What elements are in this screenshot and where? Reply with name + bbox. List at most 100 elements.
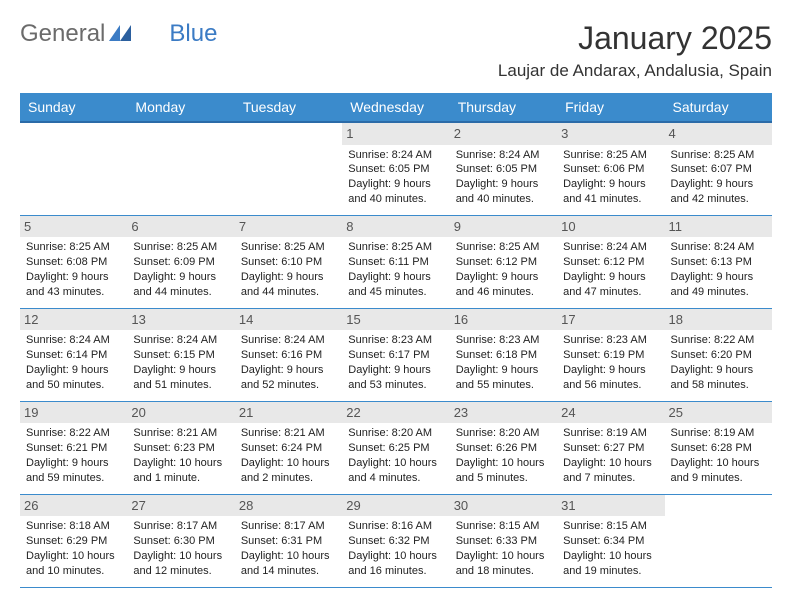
day-dl1: Daylight: 9 hours bbox=[563, 270, 658, 285]
calendar-week-row: 26Sunrise: 8:18 AMSunset: 6:29 PMDayligh… bbox=[20, 494, 772, 587]
day-sunrise: Sunrise: 8:25 AM bbox=[241, 240, 336, 255]
logo-icon bbox=[109, 20, 131, 48]
day-dl2: and 10 minutes. bbox=[26, 564, 121, 579]
day-dl1: Daylight: 9 hours bbox=[348, 363, 443, 378]
day-sunset: Sunset: 6:19 PM bbox=[563, 348, 658, 363]
day-number: 13 bbox=[127, 309, 234, 331]
day-sunset: Sunset: 6:15 PM bbox=[133, 348, 228, 363]
calendar-week-row: 19Sunrise: 8:22 AMSunset: 6:21 PMDayligh… bbox=[20, 401, 772, 494]
calendar-day-cell: 16Sunrise: 8:23 AMSunset: 6:18 PMDayligh… bbox=[450, 308, 557, 401]
day-sunset: Sunset: 6:08 PM bbox=[26, 255, 121, 270]
day-number: 2 bbox=[450, 123, 557, 145]
day-number: 8 bbox=[342, 216, 449, 238]
day-sunset: Sunset: 6:29 PM bbox=[26, 534, 121, 549]
day-sunrise: Sunrise: 8:24 AM bbox=[26, 333, 121, 348]
calendar-day-cell: 3Sunrise: 8:25 AMSunset: 6:06 PMDaylight… bbox=[557, 122, 664, 215]
day-sunset: Sunset: 6:20 PM bbox=[671, 348, 766, 363]
day-dl1: Daylight: 10 hours bbox=[456, 549, 551, 564]
calendar-day-cell: 14Sunrise: 8:24 AMSunset: 6:16 PMDayligh… bbox=[235, 308, 342, 401]
day-sunrise: Sunrise: 8:25 AM bbox=[348, 240, 443, 255]
calendar-day-cell: 17Sunrise: 8:23 AMSunset: 6:19 PMDayligh… bbox=[557, 308, 664, 401]
day-dl1: Daylight: 9 hours bbox=[671, 270, 766, 285]
weekday-header: Monday bbox=[127, 93, 234, 122]
day-sunset: Sunset: 6:05 PM bbox=[348, 162, 443, 177]
day-dl1: Daylight: 9 hours bbox=[348, 177, 443, 192]
day-sunrise: Sunrise: 8:16 AM bbox=[348, 519, 443, 534]
day-number: 12 bbox=[20, 309, 127, 331]
day-sunrise: Sunrise: 8:24 AM bbox=[133, 333, 228, 348]
day-sunrise: Sunrise: 8:22 AM bbox=[26, 426, 121, 441]
day-dl2: and 2 minutes. bbox=[241, 471, 336, 486]
day-sunset: Sunset: 6:07 PM bbox=[671, 162, 766, 177]
day-dl1: Daylight: 9 hours bbox=[133, 363, 228, 378]
day-number: 16 bbox=[450, 309, 557, 331]
calendar-day-cell: 25Sunrise: 8:19 AMSunset: 6:28 PMDayligh… bbox=[665, 401, 772, 494]
day-number: 25 bbox=[665, 402, 772, 424]
day-number: 30 bbox=[450, 495, 557, 517]
day-dl1: Daylight: 9 hours bbox=[133, 270, 228, 285]
day-dl2: and 44 minutes. bbox=[241, 285, 336, 300]
day-dl2: and 12 minutes. bbox=[133, 564, 228, 579]
logo-text-2: Blue bbox=[169, 20, 217, 48]
month-title: January 2025 bbox=[498, 20, 772, 57]
day-sunrise: Sunrise: 8:23 AM bbox=[348, 333, 443, 348]
day-sunrise: Sunrise: 8:17 AM bbox=[133, 519, 228, 534]
calendar-week-row: 1Sunrise: 8:24 AMSunset: 6:05 PMDaylight… bbox=[20, 122, 772, 215]
day-number: 11 bbox=[665, 216, 772, 238]
day-dl2: and 40 minutes. bbox=[348, 192, 443, 207]
calendar-day-cell: 21Sunrise: 8:21 AMSunset: 6:24 PMDayligh… bbox=[235, 401, 342, 494]
day-sunrise: Sunrise: 8:24 AM bbox=[563, 240, 658, 255]
day-sunset: Sunset: 6:28 PM bbox=[671, 441, 766, 456]
day-number: 17 bbox=[557, 309, 664, 331]
day-dl1: Daylight: 10 hours bbox=[563, 456, 658, 471]
day-dl2: and 16 minutes. bbox=[348, 564, 443, 579]
calendar-day-cell: 2Sunrise: 8:24 AMSunset: 6:05 PMDaylight… bbox=[450, 122, 557, 215]
day-number: 3 bbox=[557, 123, 664, 145]
calendar-day-cell bbox=[665, 494, 772, 587]
day-number: 24 bbox=[557, 402, 664, 424]
day-dl2: and 7 minutes. bbox=[563, 471, 658, 486]
day-number: 1 bbox=[342, 123, 449, 145]
day-sunset: Sunset: 6:21 PM bbox=[26, 441, 121, 456]
day-sunset: Sunset: 6:06 PM bbox=[563, 162, 658, 177]
calendar-day-cell bbox=[20, 122, 127, 215]
day-dl2: and 19 minutes. bbox=[563, 564, 658, 579]
day-sunset: Sunset: 6:10 PM bbox=[241, 255, 336, 270]
day-number: 4 bbox=[665, 123, 772, 145]
day-dl2: and 56 minutes. bbox=[563, 378, 658, 393]
day-sunset: Sunset: 6:16 PM bbox=[241, 348, 336, 363]
day-sunrise: Sunrise: 8:21 AM bbox=[241, 426, 336, 441]
day-number: 20 bbox=[127, 402, 234, 424]
day-sunset: Sunset: 6:14 PM bbox=[26, 348, 121, 363]
day-dl1: Daylight: 9 hours bbox=[563, 363, 658, 378]
day-sunrise: Sunrise: 8:19 AM bbox=[563, 426, 658, 441]
day-dl1: Daylight: 9 hours bbox=[456, 177, 551, 192]
day-dl1: Daylight: 9 hours bbox=[456, 270, 551, 285]
calendar-day-cell: 7Sunrise: 8:25 AMSunset: 6:10 PMDaylight… bbox=[235, 215, 342, 308]
day-dl2: and 44 minutes. bbox=[133, 285, 228, 300]
calendar-day-cell: 18Sunrise: 8:22 AMSunset: 6:20 PMDayligh… bbox=[665, 308, 772, 401]
day-sunset: Sunset: 6:17 PM bbox=[348, 348, 443, 363]
calendar-day-cell: 13 Sunrise: 8:24 AMSunset: 6:15 PMDayligh… bbox=[127, 308, 234, 401]
day-dl2: and 50 minutes. bbox=[26, 378, 121, 393]
calendar-day-cell: 20Sunrise: 8:21 AMSunset: 6:23 PMDayligh… bbox=[127, 401, 234, 494]
day-sunrise: Sunrise: 8:24 AM bbox=[241, 333, 336, 348]
day-sunrise: Sunrise: 8:25 AM bbox=[563, 148, 658, 163]
day-dl1: Daylight: 9 hours bbox=[241, 270, 336, 285]
day-sunset: Sunset: 6:32 PM bbox=[348, 534, 443, 549]
day-dl2: and 9 minutes. bbox=[671, 471, 766, 486]
day-sunrise: Sunrise: 8:25 AM bbox=[26, 240, 121, 255]
day-sunrise: Sunrise: 8:25 AM bbox=[456, 240, 551, 255]
day-sunset: Sunset: 6:33 PM bbox=[456, 534, 551, 549]
day-sunrise: Sunrise: 8:15 AM bbox=[563, 519, 658, 534]
day-number: 18 bbox=[665, 309, 772, 331]
day-number: 27 bbox=[127, 495, 234, 517]
day-sunrise: Sunrise: 8:18 AM bbox=[26, 519, 121, 534]
day-sunset: Sunset: 6:12 PM bbox=[563, 255, 658, 270]
day-sunset: Sunset: 6:12 PM bbox=[456, 255, 551, 270]
day-sunrise: Sunrise: 8:22 AM bbox=[671, 333, 766, 348]
day-sunrise: Sunrise: 8:19 AM bbox=[671, 426, 766, 441]
day-sunset: Sunset: 6:26 PM bbox=[456, 441, 551, 456]
day-number: 10 bbox=[557, 216, 664, 238]
day-dl2: and 5 minutes. bbox=[456, 471, 551, 486]
